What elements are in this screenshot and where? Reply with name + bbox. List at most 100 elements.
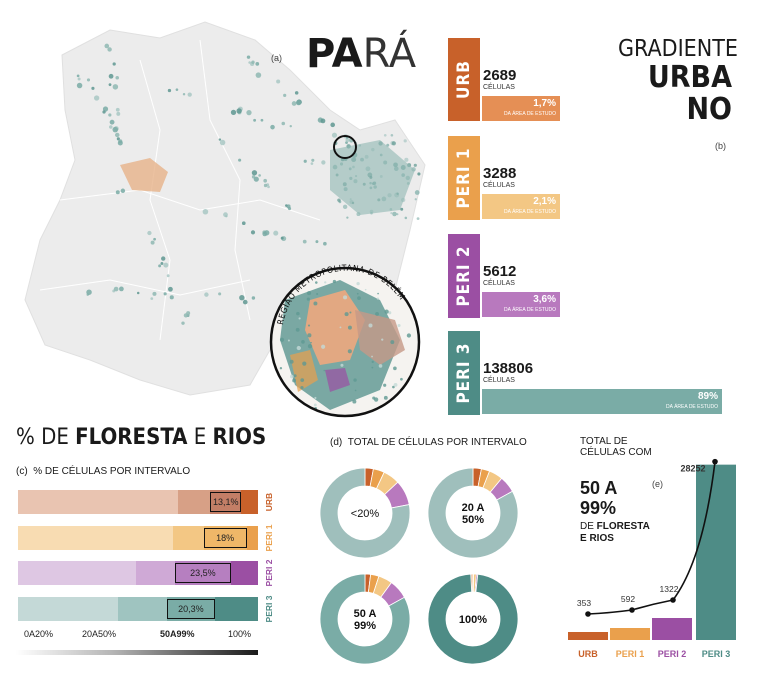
inset-dot <box>371 355 373 358</box>
inset-dot <box>306 297 310 301</box>
gradient-title: GRADIENTE URBA NO <box>618 36 738 127</box>
inset-dot <box>381 338 384 341</box>
inset-dot <box>347 349 352 354</box>
metro-inset <box>271 268 419 416</box>
category-label: PERI 3 <box>454 342 474 404</box>
stacked-segment <box>18 526 173 550</box>
cell-count-value: 5612 <box>483 263 517 280</box>
inset-dot <box>321 344 326 349</box>
category-label: PERI 2 <box>454 245 474 307</box>
inset-dot <box>371 360 374 363</box>
inset-dot <box>298 317 301 320</box>
settlement-dot <box>253 176 259 182</box>
settlement-dot <box>86 289 92 295</box>
cell-count-unit: CÉLULAS <box>483 182 515 189</box>
settlement-dot <box>404 157 409 162</box>
settlement-dot <box>163 262 169 268</box>
stacked-segment <box>246 526 258 550</box>
settlement-dot <box>383 133 387 137</box>
inset-dot <box>352 399 357 404</box>
settlement-dot <box>115 190 120 195</box>
settlement-dot <box>150 297 154 300</box>
settlement-dot <box>396 213 399 216</box>
cell-count-unit: CÉLULAS <box>483 377 515 384</box>
inset-dot <box>279 337 285 342</box>
inset-dot <box>356 281 360 286</box>
inset-dot <box>307 291 312 296</box>
stacked-segment <box>241 490 258 514</box>
stacked-segment <box>210 490 242 514</box>
stacked-segment <box>177 490 210 514</box>
line-chart: URB PERI 1 PERI 2 PERI 3 353 592 1322 28252 <box>568 458 736 659</box>
inset-dot <box>383 383 387 387</box>
inset-dot <box>316 292 319 296</box>
percent-label: 2,1% <box>533 196 556 207</box>
urban-patch <box>120 158 168 192</box>
inset-dot <box>368 323 373 328</box>
settlement-dot <box>120 188 126 193</box>
settlement-dot <box>169 295 174 300</box>
settlement-dot <box>168 286 173 292</box>
urban-patch <box>330 140 415 215</box>
settlement-dot <box>136 291 140 295</box>
inset-dot <box>315 281 318 284</box>
settlement-dot <box>273 230 279 236</box>
settlement-dot <box>219 139 226 146</box>
para-map: REGIÃO METROPOLITANA DE BELÉM <box>24 21 426 418</box>
stacked-segment <box>18 561 136 585</box>
inset-dot <box>384 309 389 314</box>
settlement-dot <box>218 138 222 141</box>
inset-dot <box>323 369 326 372</box>
settlement-dot <box>392 211 397 217</box>
inset-dot <box>402 392 406 396</box>
donut-title: (d) TOTAL DE CÉLULAS POR INTERVALO <box>330 437 527 448</box>
inset-dot <box>332 279 337 284</box>
category-band-peri-1: PERI 1 <box>448 136 480 220</box>
settlement-dot <box>262 231 268 237</box>
settlement-dot <box>391 141 396 146</box>
settlement-dot <box>76 74 80 78</box>
settlement-dot <box>311 158 315 162</box>
settlement-dot <box>104 43 110 49</box>
settlement-dot <box>281 121 286 126</box>
inset-dot <box>324 281 327 284</box>
inset-dot <box>280 389 285 394</box>
settlement-dot <box>181 321 185 325</box>
settlement-dot <box>160 261 164 265</box>
cell-count-value: 138806 <box>483 360 534 377</box>
value-label: 28252 <box>680 464 705 474</box>
settlement-dot <box>414 190 420 195</box>
municipality-boundary <box>199 39 251 321</box>
stacked-segment <box>135 561 175 585</box>
settlement-dot <box>390 133 394 137</box>
percent-caption: DA ÁREA DE ESTUDO <box>504 307 556 313</box>
settlement-dot <box>112 62 116 66</box>
inset-dot <box>279 367 283 370</box>
line-title: TOTAL DE CÉLULAS COM <box>580 436 652 458</box>
highlight-box: 13,1% <box>210 492 242 512</box>
settlement-dot <box>102 110 106 114</box>
inset-dot <box>397 323 401 328</box>
settlement-dot <box>255 62 260 66</box>
x-tick-label: 100% <box>228 629 252 639</box>
settlement-dot <box>117 140 123 146</box>
stacked-segment <box>215 597 258 621</box>
inset-dot <box>378 364 383 368</box>
settlement-dot <box>115 75 120 80</box>
settlement-dot <box>291 101 297 106</box>
stacked-segment <box>203 526 247 550</box>
settlement-dot <box>113 286 119 292</box>
category-band-peri-2: PERI 2 <box>448 234 480 318</box>
settlement-dot <box>310 162 314 165</box>
bar-peri-2 <box>652 618 692 640</box>
highlight-box: 18% <box>203 528 247 548</box>
settlement-dot <box>416 217 420 221</box>
inset-dot <box>302 361 307 366</box>
settlement-dot <box>102 106 109 112</box>
percent-bar: 1,7% DA ÁREA DE ESTUDO <box>482 96 560 121</box>
inset-dot <box>375 311 380 316</box>
settlement-dot <box>186 311 191 316</box>
stacked-segment <box>172 526 204 550</box>
donut-3: 50 A99% <box>319 573 411 665</box>
